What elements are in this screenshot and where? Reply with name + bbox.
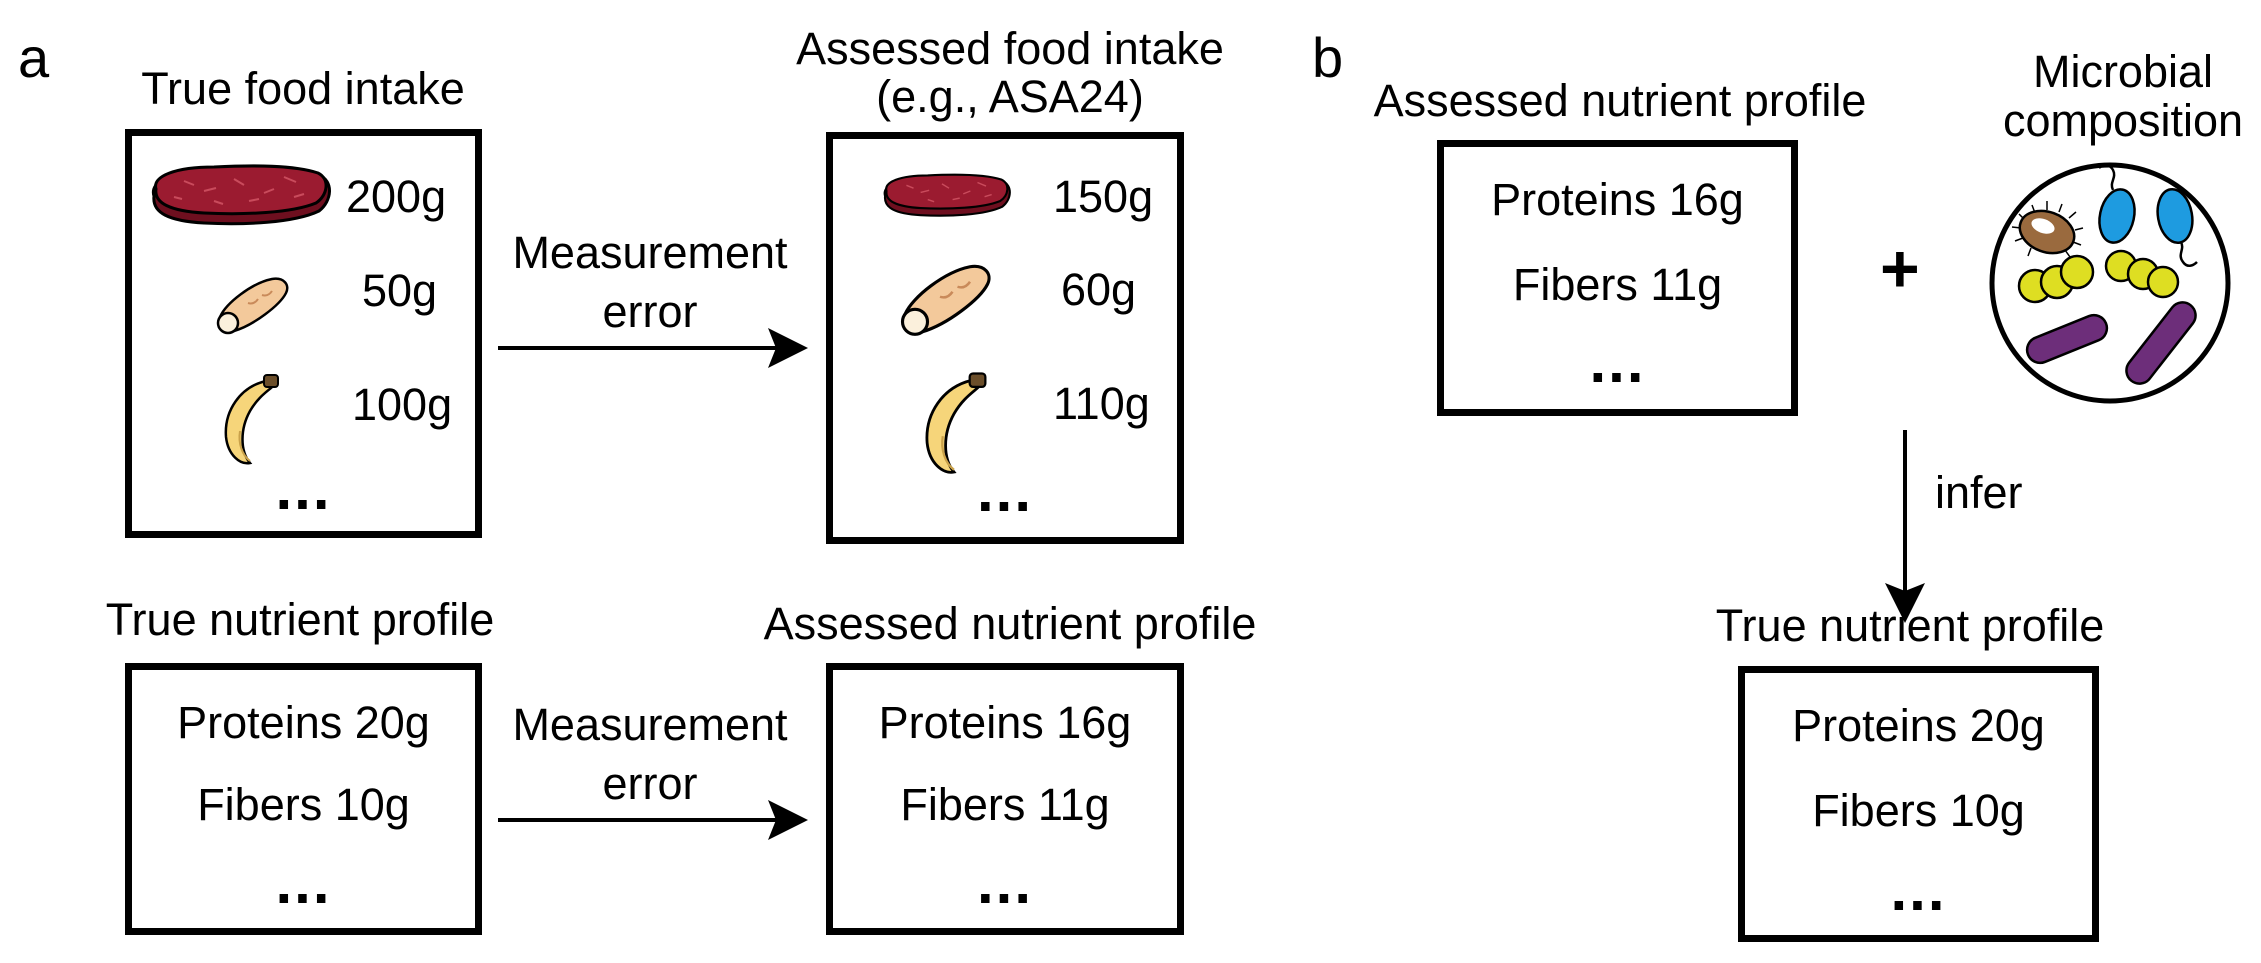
assessed-food-amount-meat: 150g <box>1053 171 1154 222</box>
assessed-food-title-line2: (e.g., ASA24) <box>876 70 1144 122</box>
assessed-nutrient-box-a: Proteins 16g Fibers 11g ... <box>826 663 1184 935</box>
assessed-nutrient-title-b: Assessed nutrient profile <box>1373 75 1867 126</box>
true-nutrient-ellipsis-b: ... <box>1890 856 1947 923</box>
true-nutrient-line-fibers-b: Fibers 10g <box>1812 785 2025 836</box>
true-food-ellipsis: ... <box>275 455 332 522</box>
assessed-nutrient-line-fibers-b: Fibers 11g <box>1512 259 1723 310</box>
panel-letter-a: a <box>18 26 50 89</box>
true-nutrient-line-proteins-a: Proteins 20g <box>177 697 430 748</box>
assessed-nutrient-ellipsis-a: ... <box>976 849 1033 916</box>
assessed-nutrient-line-fibers-a: Fibers 11g <box>900 779 1110 830</box>
microbial-title-line2: composition <box>2002 94 2244 146</box>
true-nutrient-title-b: True nutrient profile <box>1715 600 2105 651</box>
measurement-error-label-nutrient: Measurement error <box>495 695 805 814</box>
assessed-food-amount-banana: 110g <box>1053 378 1150 429</box>
measurement-error-line2: error <box>602 758 698 810</box>
assessed-nutrient-title-a: Assessed nutrient profile <box>763 598 1257 649</box>
true-nutrient-line-fibers-a: Fibers 10g <box>197 779 410 830</box>
assessed-nutrient-ellipsis-b: ... <box>1589 328 1646 395</box>
infer-label: infer <box>1935 467 2023 518</box>
banana-icon <box>925 372 987 474</box>
bread-icon <box>900 264 991 336</box>
yellow-cocci-icon <box>2017 249 2180 304</box>
assessed-nutrient-box-b: Proteins 16g Fibers 11g ... <box>1437 140 1798 416</box>
true-nutrient-title-a: True nutrient profile <box>105 594 495 645</box>
measurement-error-line1: Measurement <box>512 699 788 750</box>
assessed-food-title: Assessed food intake (e.g., ASA24) <box>760 25 1260 120</box>
bread-icon <box>216 277 289 335</box>
true-nutrient-box-a: Proteins 20g Fibers 10g ... <box>125 663 482 935</box>
measurement-error-line1: Measurement <box>512 227 788 278</box>
measurement-error-line2: error <box>602 286 698 338</box>
assessed-nutrient-line-proteins-a: Proteins 16g <box>878 697 1132 748</box>
assessed-food-amount-bread: 60g <box>1061 264 1137 315</box>
panel-letter-b: b <box>1312 26 1344 89</box>
true-food-amount-bread: 50g <box>362 265 438 316</box>
microbial-title-line1: Microbial <box>2032 46 2214 97</box>
true-nutrient-line-proteins-b: Proteins 20g <box>1792 700 2045 751</box>
microbial-composition-title: Microbial composition <box>1985 46 2261 146</box>
brown-bacterium-icon <box>2011 201 2084 258</box>
meat-icon <box>883 173 1011 217</box>
plus-sign: + <box>1880 231 1920 307</box>
true-nutrient-box-b: Proteins 20g Fibers 10g ... <box>1738 666 2099 942</box>
purple-rod-bacteria-icon <box>2025 301 2197 385</box>
assessed-food-box: 150g 60g 110g ... <box>826 132 1184 544</box>
assessed-food-ellipsis: ... <box>976 457 1033 524</box>
assessed-nutrient-line-proteins-b: Proteins 16g <box>1491 174 1744 225</box>
true-food-title: True food intake <box>141 63 465 114</box>
true-nutrient-ellipsis-a: ... <box>275 849 332 916</box>
true-food-amount-banana: 100g <box>352 379 453 430</box>
blue-bacteria-icon <box>2098 164 2198 267</box>
measurement-error-label-food: Measurement error <box>495 223 805 342</box>
true-food-amount-meat: 200g <box>346 171 447 222</box>
assessed-food-title-line1: Assessed food intake <box>796 23 1224 74</box>
microbes-icon <box>1989 162 2231 404</box>
true-food-box: 200g 50g 100g ... <box>125 129 482 538</box>
meat-icon <box>151 164 331 226</box>
banana-icon <box>224 374 279 465</box>
